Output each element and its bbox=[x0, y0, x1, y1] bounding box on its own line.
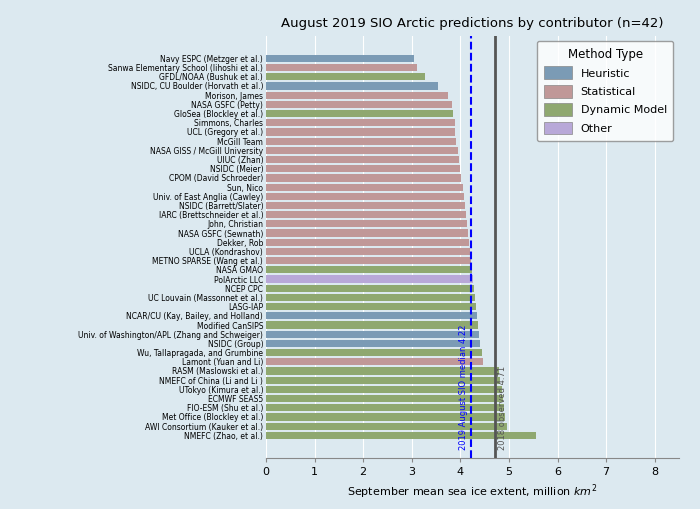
Bar bbox=[266, 64, 416, 71]
Bar bbox=[266, 404, 504, 411]
Bar bbox=[266, 239, 469, 246]
Text: 2018 observed 4.71: 2018 observed 4.71 bbox=[498, 365, 508, 449]
Bar bbox=[266, 55, 414, 62]
Bar bbox=[266, 285, 474, 292]
Bar bbox=[266, 101, 452, 108]
Bar bbox=[266, 257, 471, 264]
Bar bbox=[266, 312, 477, 319]
Bar bbox=[266, 422, 507, 430]
Title: August 2019 SIO Arctic predictions by contributor (n=42): August 2019 SIO Arctic predictions by co… bbox=[281, 17, 664, 31]
Bar bbox=[266, 367, 499, 375]
Legend: Heuristic, Statistical, Dynamic Model, Other: Heuristic, Statistical, Dynamic Model, O… bbox=[537, 41, 673, 141]
Bar bbox=[266, 331, 480, 338]
Bar bbox=[266, 340, 480, 347]
Bar bbox=[266, 82, 438, 90]
Bar bbox=[266, 156, 459, 163]
Bar bbox=[266, 432, 536, 439]
Bar bbox=[266, 349, 482, 356]
Bar bbox=[266, 321, 478, 329]
Text: 2019 August SIO median 4.22: 2019 August SIO median 4.22 bbox=[458, 324, 468, 449]
Bar bbox=[266, 73, 426, 80]
Bar bbox=[266, 275, 473, 282]
Bar bbox=[266, 294, 475, 301]
Bar bbox=[266, 119, 454, 126]
Bar bbox=[266, 413, 505, 420]
Bar bbox=[266, 110, 453, 117]
Bar bbox=[266, 147, 458, 154]
Bar bbox=[266, 184, 463, 191]
X-axis label: September mean sea ice extent, million $km^2$: September mean sea ice extent, million $… bbox=[347, 483, 598, 501]
Bar bbox=[266, 248, 470, 255]
Bar bbox=[266, 137, 456, 145]
Bar bbox=[266, 193, 464, 200]
Bar bbox=[266, 230, 468, 237]
Bar bbox=[266, 386, 502, 393]
Bar bbox=[266, 202, 466, 209]
Bar bbox=[266, 175, 461, 182]
Bar bbox=[266, 211, 466, 218]
Bar bbox=[266, 92, 448, 99]
Bar bbox=[266, 303, 476, 310]
Bar bbox=[266, 358, 483, 365]
Bar bbox=[266, 395, 503, 402]
Bar bbox=[266, 266, 472, 273]
Bar bbox=[266, 128, 456, 135]
Bar bbox=[266, 220, 467, 228]
Bar bbox=[266, 377, 500, 384]
Bar bbox=[266, 165, 461, 173]
